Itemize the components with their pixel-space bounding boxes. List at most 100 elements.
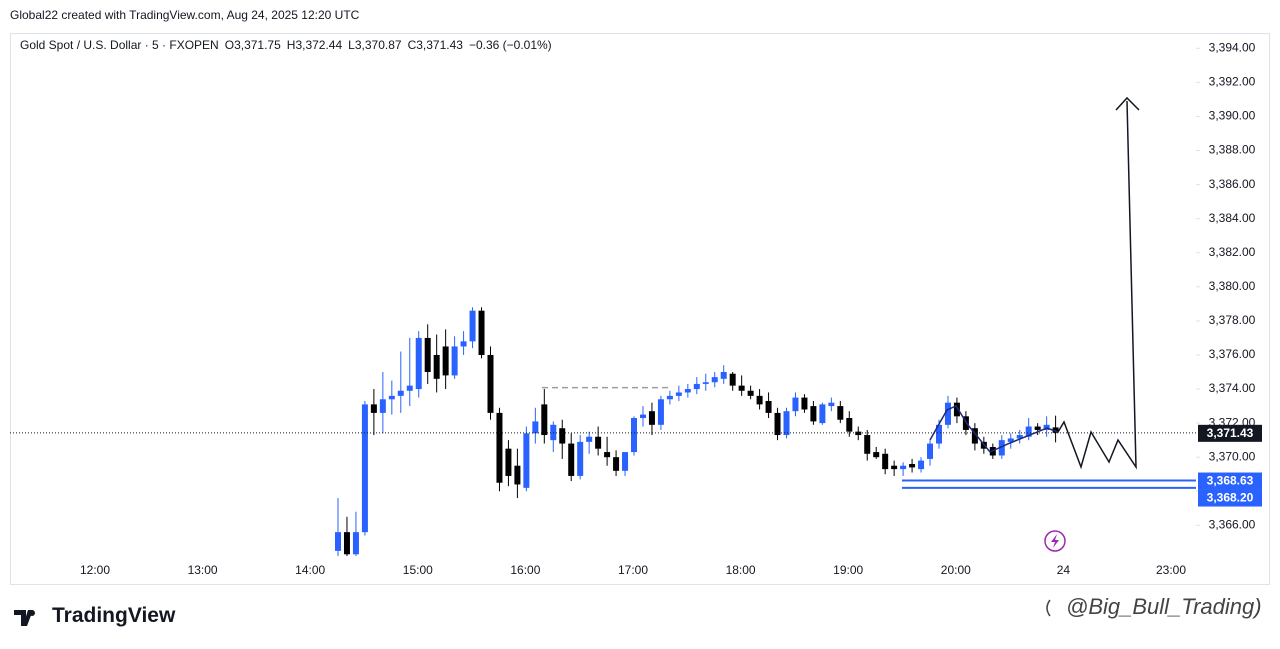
price-tag-label: 3,368.63: [1207, 474, 1254, 488]
close: C3,371.43: [407, 38, 463, 52]
y-tick-label: 3,380.00: [1209, 279, 1256, 293]
candle-body: [460, 341, 467, 347]
event-icon[interactable]: [1044, 530, 1066, 552]
candle-body: [631, 418, 638, 453]
y-tick-label: 3,366.00: [1209, 518, 1256, 532]
y-tick-label: 3,390.00: [1209, 109, 1256, 123]
price-tag: [1198, 424, 1262, 442]
high: H3,372.44: [286, 38, 343, 52]
candle-body: [343, 532, 350, 555]
price-tag: [1198, 489, 1262, 507]
candle-body: [801, 397, 808, 410]
candle-body: [909, 464, 916, 468]
candle-body: [1007, 438, 1014, 442]
candle-body: [855, 431, 862, 436]
candle-body: [559, 428, 566, 444]
y-tick-label: 3,388.00: [1209, 143, 1256, 157]
x-tick-label: 18:00: [726, 563, 756, 577]
x-tick-label: 19:00: [833, 563, 863, 577]
candle-body: [756, 395, 763, 405]
candle-body: [998, 440, 1005, 456]
candle-body: [1034, 426, 1041, 430]
x-tick-label: 16:00: [510, 563, 540, 577]
candle-body: [532, 421, 539, 434]
candle-body: [388, 395, 395, 400]
projection-arrowhead: [1115, 96, 1140, 111]
y-tick-label: 3,392.00: [1209, 75, 1256, 89]
y-tick-label: 3,370.00: [1209, 449, 1256, 463]
candle-body: [693, 383, 700, 390]
x-tick-label: 14:00: [295, 563, 325, 577]
candle-body: [469, 310, 476, 342]
candle-body: [487, 354, 494, 413]
candle-body: [541, 404, 548, 436]
change: −0.36 (−0.01%): [468, 38, 552, 52]
x-tick-label: 15:00: [403, 563, 433, 577]
candle-body: [810, 406, 817, 422]
candle-body: [370, 404, 377, 413]
candle-body: [918, 460, 925, 470]
candle-body: [1016, 435, 1023, 439]
attribution: Global22 created with TradingView.com, A…: [10, 8, 360, 22]
symbol: Gold Spot / U.S. Dollar · 5 · FXOPEN: [20, 38, 219, 52]
chart-frame: [10, 33, 1270, 585]
y-tick-label: 3,374.00: [1209, 381, 1256, 395]
x-tick-label: 24: [1057, 563, 1071, 577]
y-tick-label: 3,378.00: [1209, 313, 1256, 327]
candle-body: [415, 337, 422, 390]
candle-body: [451, 346, 458, 376]
candle-body: [568, 443, 575, 476]
y-tick-label: 3,382.00: [1209, 245, 1256, 259]
x-tick-label: 12:00: [80, 563, 110, 577]
candle-body: [613, 457, 620, 471]
candle-body: [442, 346, 449, 376]
candle-body: [962, 416, 969, 430]
candle-body: [729, 373, 736, 386]
candle-body: [379, 399, 386, 413]
trend-drawing: [929, 405, 1059, 453]
candle-body: [505, 448, 512, 476]
candle-body: [792, 397, 799, 412]
candle-body: [684, 389, 691, 393]
candle-body: [846, 418, 853, 432]
candle-body: [335, 532, 341, 551]
x-tick-label: 20:00: [941, 563, 971, 577]
price-tag-label: 3,371.43: [1207, 426, 1254, 440]
candle-body: [927, 443, 934, 459]
candle-body: [604, 452, 611, 458]
x-tick-label: 23:00: [1156, 563, 1186, 577]
candle-body: [406, 385, 413, 391]
candle-body: [361, 404, 368, 533]
candle-body: [971, 428, 978, 444]
candle-body: [873, 452, 880, 458]
candle-body: [738, 385, 745, 391]
brand: TradingView: [52, 604, 176, 627]
price-tag: [1198, 472, 1262, 490]
price-tag-label: 3,368.20: [1207, 491, 1254, 505]
candle-body: [577, 441, 584, 476]
x-tick-label: 13:00: [188, 563, 218, 577]
brand-logo-dot: [29, 610, 35, 616]
watermark: @Big_Bull_Trading): [1066, 594, 1262, 619]
y-tick-label: 3,384.00: [1209, 211, 1256, 225]
candle-body: [900, 465, 907, 470]
candle-body: [478, 310, 485, 355]
symbol-legend: Gold Spot / U.S. Dollar · 5 · FXOPEN O3,…: [20, 38, 552, 52]
candle-body: [1025, 426, 1032, 437]
brand-logo: [14, 610, 33, 626]
open: O3,371.75: [224, 38, 281, 52]
candle-body: [944, 402, 951, 425]
projection-path: [1057, 100, 1137, 470]
candle-body: [1052, 427, 1059, 433]
candle-body: [352, 532, 359, 555]
candle-body: [711, 377, 718, 383]
candle-body: [586, 436, 593, 442]
candle-body: [433, 354, 440, 379]
candle-body: [864, 435, 871, 454]
candle-body: [397, 390, 404, 396]
low: L3,370.87: [348, 38, 402, 52]
candle-body: [496, 412, 503, 483]
candle-body: [514, 465, 521, 485]
